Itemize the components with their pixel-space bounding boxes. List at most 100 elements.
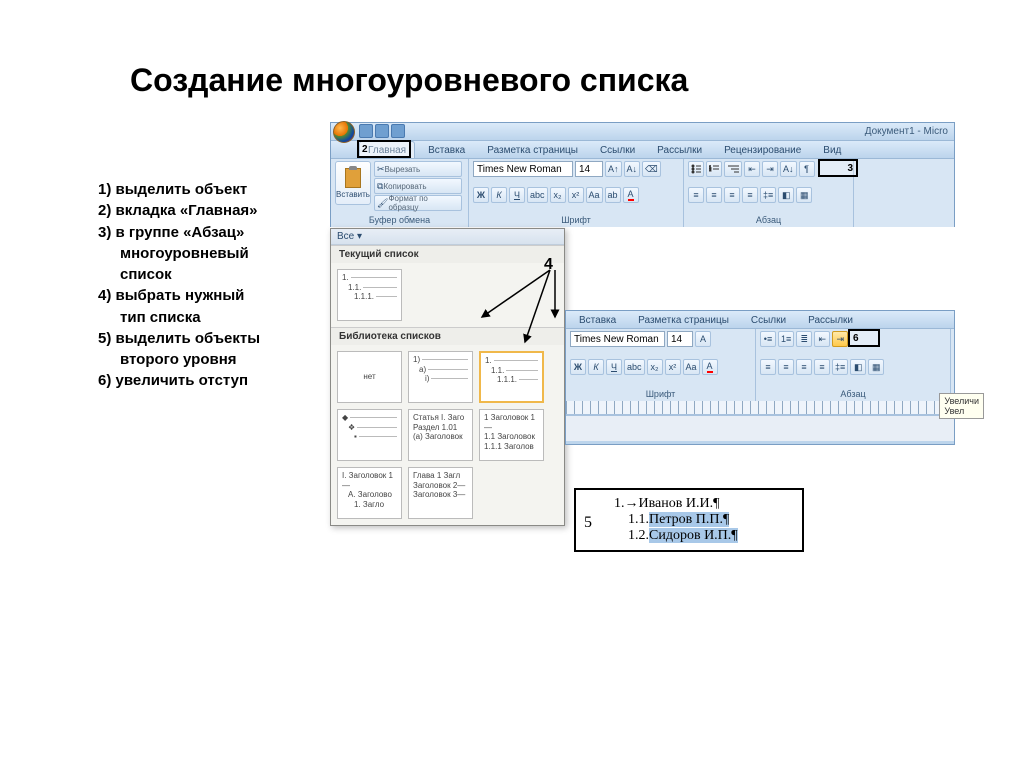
example-list-box: 5 1.→Иванов И.И.¶ 1.1.Петров П.П.¶ 1.2.С… xyxy=(574,488,804,552)
multilevel-button[interactable] xyxy=(724,161,742,177)
align-l2[interactable]: ≡ xyxy=(760,359,776,375)
thumb-none[interactable]: нет xyxy=(337,351,402,403)
increase-indent-button-highlighted[interactable]: ⇥ xyxy=(832,331,848,347)
thumb-4[interactable]: Статья I. Заго Раздел 1.01 (a) Заголовок xyxy=(408,409,473,461)
step-2: 2) вкладка «Главная» xyxy=(98,201,313,221)
borders-button[interactable]: ▦ xyxy=(796,187,812,203)
thumb-7[interactable]: Глава 1 Загл Заголовок 2— Заголовок 3— xyxy=(408,467,473,519)
dropdown-section-library: Библиотека списков xyxy=(331,327,564,345)
tab-review[interactable]: Рецензирование xyxy=(715,141,810,158)
line-spacing-button[interactable]: ‡≡ xyxy=(760,187,776,203)
step-6: 6) увеличить отступ xyxy=(98,371,313,391)
shrink-font-button[interactable]: A↓ xyxy=(624,161,641,177)
multilevel-dropdown: Все ▾ Текущий список 1. 1.1. 1.1.1. Библ… xyxy=(330,228,565,526)
italic2[interactable]: К xyxy=(588,359,604,375)
thumb-6[interactable]: I. Заголовок 1— A. Заголово 1. Загло xyxy=(337,467,402,519)
thumb-2-selected[interactable]: 1. 1.1. 1.1.1. xyxy=(479,351,544,403)
tab2-references[interactable]: Ссылки xyxy=(742,311,795,328)
font-name-combo[interactable]: Times New Roman xyxy=(473,161,573,177)
qat-redo-icon[interactable] xyxy=(391,124,405,138)
borders2[interactable]: ▦ xyxy=(868,359,884,375)
underline2[interactable]: Ч xyxy=(606,359,622,375)
clipboard-icon xyxy=(345,168,361,188)
align-left-button[interactable]: ≡ xyxy=(688,187,704,203)
multilevel2[interactable]: ≣ xyxy=(796,331,812,347)
font-group-label: Шрифт xyxy=(473,215,679,225)
numbering-button[interactable]: 12 xyxy=(706,161,722,177)
highlight-button[interactable]: ab xyxy=(605,187,621,203)
superscript-button[interactable]: x² xyxy=(568,187,584,203)
sort-button[interactable]: A↓ xyxy=(780,161,797,177)
copy-button[interactable]: ⧉ Копировать xyxy=(374,178,462,194)
thumb-1[interactable]: 1) a) i) xyxy=(408,351,473,403)
clear-format-button[interactable]: ⌫ xyxy=(642,161,661,177)
justify-button[interactable]: ≡ xyxy=(742,187,758,203)
group-font: Times New Roman 14 A↑ A↓ ⌫ Ж К Ч abc x₂ … xyxy=(469,159,684,227)
case2[interactable]: Aa xyxy=(683,359,700,375)
office-button[interactable] xyxy=(333,121,355,143)
font2-size[interactable]: 14 xyxy=(667,331,693,347)
fontcolor2[interactable]: A xyxy=(702,359,718,375)
decrease-indent2[interactable]: ⇤ xyxy=(814,331,830,347)
fontcolor-button[interactable]: A xyxy=(623,187,639,203)
align-right-button[interactable]: ≡ xyxy=(724,187,740,203)
shading-button[interactable]: ◧ xyxy=(778,187,794,203)
qat-undo-icon[interactable] xyxy=(375,124,389,138)
tab2-layout[interactable]: Разметка страницы xyxy=(629,311,738,328)
example-line-3: 1.2.Сидоров И.П.¶ xyxy=(614,528,794,544)
shading2[interactable]: ◧ xyxy=(850,359,866,375)
group-clipboard: Вставить ✂ Вырезать ⧉ Копировать 🖌 Форма… xyxy=(331,159,469,227)
tab-layout[interactable]: Разметка страницы xyxy=(478,141,587,158)
subscript-button[interactable]: x₂ xyxy=(550,187,566,203)
spacing2[interactable]: ‡≡ xyxy=(832,359,848,375)
bullets-button[interactable] xyxy=(688,161,704,177)
step-3b: многоуровневый xyxy=(98,244,313,264)
dropdown-header[interactable]: Все ▾ xyxy=(331,229,564,245)
word-ribbon-main: Документ1 - Micro Главная Вставка Размет… xyxy=(330,122,955,227)
thumb-3[interactable]: ◆ ❖ ▪ xyxy=(337,409,402,461)
tab-view[interactable]: Вид xyxy=(814,141,850,158)
grow-font-button[interactable]: A↑ xyxy=(605,161,622,177)
strike-button[interactable]: abc xyxy=(527,187,548,203)
format-painter-button[interactable]: 🖌 Формат по образцу xyxy=(374,195,462,211)
cut-button[interactable]: ✂ Вырезать xyxy=(374,161,462,177)
thumb-5[interactable]: 1 Заголовок 1— 1.1 Заголовок 1.1.1 Загол… xyxy=(479,409,544,461)
bold-button[interactable]: Ж xyxy=(473,187,489,203)
step-5: 5) выделить объекты xyxy=(98,329,313,349)
font2-label: Шрифт xyxy=(570,389,751,399)
step-3c: список xyxy=(98,265,313,285)
bullets2[interactable]: •≡ xyxy=(760,331,776,347)
align-center-button[interactable]: ≡ xyxy=(706,187,722,203)
bold2[interactable]: Ж xyxy=(570,359,586,375)
step-3: 3) в группе «Абзац» xyxy=(98,223,313,243)
strike2[interactable]: abc xyxy=(624,359,645,375)
group2-font: Times New Roman 14 A Ж К Ч abc x₂ x² Aa … xyxy=(566,329,756,401)
decrease-indent-button[interactable]: ⇤ xyxy=(744,161,760,177)
align-r2[interactable]: ≡ xyxy=(796,359,812,375)
tab-mailings[interactable]: Рассылки xyxy=(648,141,711,158)
qat-save-icon[interactable] xyxy=(359,124,373,138)
numbering2[interactable]: 1≡ xyxy=(778,331,794,347)
tab-references[interactable]: Ссылки xyxy=(591,141,644,158)
tab2-mailings[interactable]: Рассылки xyxy=(799,311,862,328)
increase-indent-button[interactable]: ⇥ xyxy=(762,161,778,177)
thumb-current[interactable]: 1. 1.1. 1.1.1. xyxy=(337,269,402,321)
justify2[interactable]: ≡ xyxy=(814,359,830,375)
font2-name[interactable]: Times New Roman xyxy=(570,331,665,347)
case-button[interactable]: Aa xyxy=(586,187,603,203)
group2-paragraph: •≡ 1≡ ≣ ⇤ ⇥ ≡ ≡ ≡ ≡ ‡≡ ◧ ▦ Абзац xyxy=(756,329,951,401)
paste-button[interactable]: Вставить xyxy=(335,161,371,205)
tab2-insert[interactable]: Вставка xyxy=(570,311,625,328)
ruler[interactable] xyxy=(566,401,954,415)
italic-button[interactable]: К xyxy=(491,187,507,203)
window-title: Документ1 - Micro xyxy=(865,123,948,141)
grow2-button[interactable]: A xyxy=(695,331,711,347)
tab-insert[interactable]: Вставка xyxy=(419,141,474,158)
tab-home[interactable]: Главная xyxy=(359,141,415,158)
show-marks-button[interactable]: ¶ xyxy=(799,161,815,177)
underline-button[interactable]: Ч xyxy=(509,187,525,203)
font-size-combo[interactable]: 14 xyxy=(575,161,603,177)
sub2[interactable]: x₂ xyxy=(647,359,663,375)
sup2[interactable]: x² xyxy=(665,359,681,375)
align-c2[interactable]: ≡ xyxy=(778,359,794,375)
